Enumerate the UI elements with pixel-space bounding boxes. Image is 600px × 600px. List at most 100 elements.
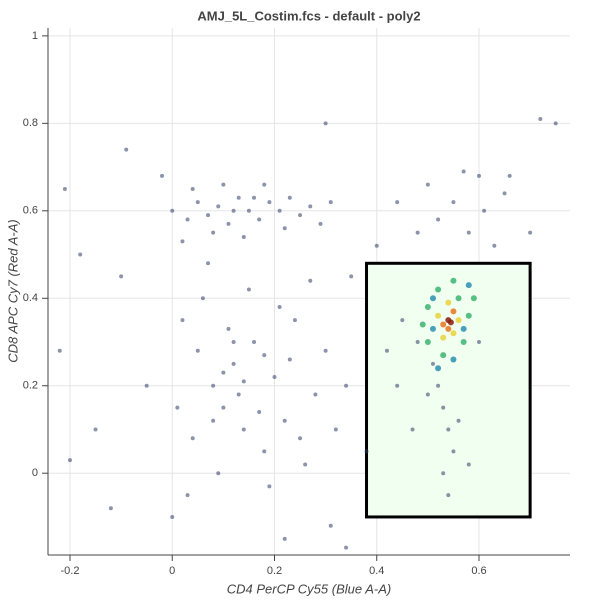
x-tick-label: 0.6 bbox=[471, 565, 486, 577]
point bbox=[226, 221, 231, 226]
point bbox=[303, 462, 308, 467]
point bbox=[282, 418, 287, 423]
point bbox=[236, 392, 241, 397]
y-tick-label: 0.4 bbox=[23, 292, 38, 304]
x-tick-label: 0.2 bbox=[267, 565, 282, 577]
point bbox=[231, 340, 236, 345]
point bbox=[241, 235, 246, 240]
point bbox=[419, 321, 426, 328]
point bbox=[292, 318, 297, 323]
point bbox=[221, 370, 226, 375]
point bbox=[455, 317, 462, 324]
point bbox=[262, 449, 267, 454]
point bbox=[221, 182, 226, 187]
y-tick-label: 0.2 bbox=[23, 380, 38, 392]
point bbox=[424, 339, 431, 346]
y-tick-label: 0 bbox=[32, 467, 38, 479]
y-axis-label: CD8 APC Cy7 (Red A-A) bbox=[5, 219, 20, 363]
point bbox=[231, 361, 236, 366]
point bbox=[425, 392, 430, 397]
point bbox=[446, 493, 451, 498]
point bbox=[440, 321, 447, 328]
point bbox=[175, 405, 180, 410]
point bbox=[435, 286, 442, 293]
point bbox=[384, 348, 389, 353]
point bbox=[160, 173, 165, 178]
point bbox=[430, 361, 435, 366]
point bbox=[502, 191, 507, 196]
point bbox=[476, 173, 481, 178]
point bbox=[226, 326, 231, 331]
point bbox=[211, 383, 216, 388]
point bbox=[333, 427, 338, 432]
point bbox=[241, 427, 246, 432]
point bbox=[119, 274, 124, 279]
x-tick-label: -0.2 bbox=[60, 565, 79, 577]
point bbox=[460, 325, 467, 332]
point bbox=[461, 169, 466, 174]
point bbox=[436, 383, 441, 388]
point bbox=[466, 230, 471, 235]
point bbox=[538, 116, 543, 121]
point bbox=[277, 208, 282, 213]
point bbox=[252, 340, 257, 345]
point bbox=[206, 213, 211, 218]
point bbox=[440, 334, 447, 341]
point bbox=[395, 200, 400, 205]
point bbox=[553, 121, 558, 126]
point bbox=[144, 383, 149, 388]
point bbox=[364, 449, 369, 454]
point bbox=[200, 296, 205, 301]
point bbox=[257, 409, 262, 414]
point bbox=[221, 405, 226, 410]
point bbox=[344, 383, 349, 388]
point bbox=[323, 348, 328, 353]
point bbox=[424, 304, 431, 311]
point bbox=[190, 186, 195, 191]
x-axis-label: CD4 PerCP Cy55 (Blue A-A) bbox=[227, 581, 391, 596]
point bbox=[124, 147, 129, 152]
point bbox=[435, 312, 442, 319]
point bbox=[211, 418, 216, 423]
point bbox=[328, 523, 333, 528]
point bbox=[262, 353, 267, 358]
point bbox=[277, 305, 282, 310]
point bbox=[262, 182, 267, 187]
point bbox=[328, 200, 333, 205]
point bbox=[482, 208, 487, 213]
y-tick-label: 0.8 bbox=[23, 117, 38, 129]
point bbox=[447, 319, 454, 326]
point bbox=[78, 252, 83, 257]
point bbox=[241, 379, 246, 384]
point bbox=[460, 339, 467, 346]
point bbox=[465, 312, 472, 319]
point bbox=[435, 365, 442, 372]
point bbox=[190, 436, 195, 441]
point bbox=[267, 200, 272, 205]
point bbox=[282, 536, 287, 541]
point bbox=[287, 195, 292, 200]
point bbox=[180, 318, 185, 323]
point bbox=[374, 243, 379, 248]
point bbox=[216, 204, 221, 209]
point bbox=[429, 325, 436, 332]
point bbox=[282, 226, 287, 231]
point bbox=[93, 427, 98, 432]
point bbox=[528, 230, 533, 235]
point bbox=[446, 427, 451, 432]
point bbox=[246, 287, 251, 292]
point bbox=[470, 295, 477, 302]
point bbox=[349, 274, 354, 279]
point bbox=[492, 243, 497, 248]
point bbox=[441, 471, 446, 476]
point bbox=[195, 348, 200, 353]
point bbox=[456, 418, 461, 423]
point bbox=[67, 458, 72, 463]
point bbox=[180, 239, 185, 244]
point bbox=[216, 471, 221, 476]
point bbox=[287, 357, 292, 362]
point bbox=[246, 208, 251, 213]
point bbox=[211, 230, 216, 235]
point bbox=[450, 330, 457, 337]
